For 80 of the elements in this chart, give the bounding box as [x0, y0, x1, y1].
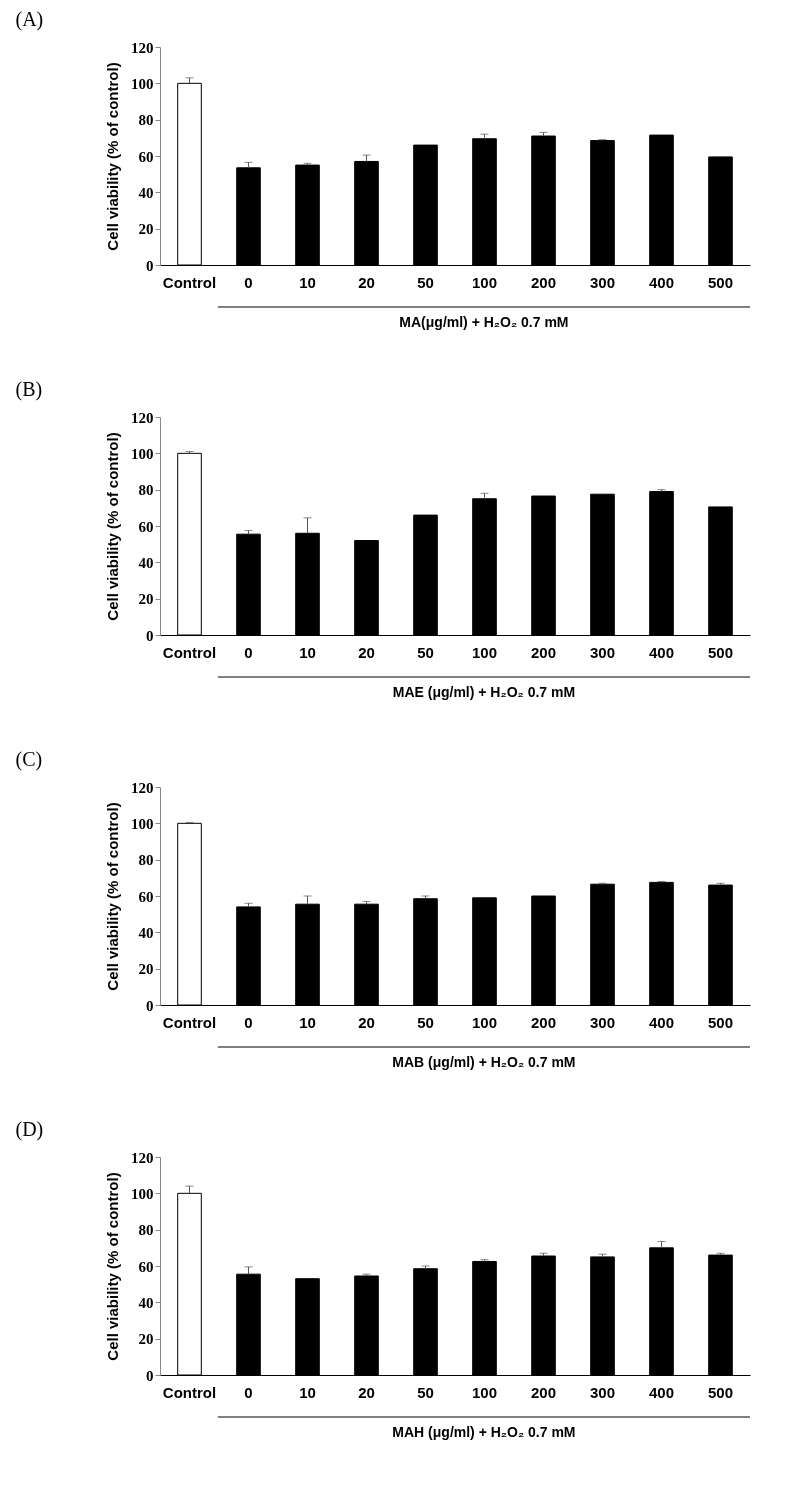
x-tick-label: 10: [299, 273, 316, 291]
y-tick-label: 120: [131, 1149, 154, 1166]
chart-title: (D): [15, 1118, 44, 1141]
x-tick-label: 300: [589, 1383, 616, 1401]
x-tick-label: 300: [589, 273, 616, 291]
y-tick-label: 100: [131, 815, 154, 832]
y-tick-label: 80: [138, 1222, 154, 1239]
y-tick-label: 120: [131, 779, 154, 796]
y-tick-label: 100: [131, 1185, 154, 1202]
y-axis-title: Cell viability (% of control): [104, 432, 121, 621]
x-tick-label: 10: [299, 643, 316, 661]
x-tick-label: 0: [244, 1013, 253, 1031]
x-tick-label: 200: [530, 643, 557, 661]
y-tick-label: 60: [138, 888, 154, 905]
y-tick-label: 40: [138, 184, 154, 201]
chart-title: (B): [15, 378, 43, 401]
y-tick-label: 120: [131, 39, 154, 56]
y-tick-label: 40: [138, 1294, 154, 1311]
x-tick-label: 100: [471, 1383, 498, 1401]
x-tick-label: 20: [358, 1383, 375, 1401]
x-tick-label: 50: [417, 273, 434, 291]
x-axis-title: MAH (μg/ml) + H₂O₂ 0.7 mM: [392, 1424, 576, 1440]
x-tick-label: 500: [707, 643, 734, 661]
x-tick-label: 0: [244, 273, 253, 291]
y-tick-label: 0: [146, 627, 154, 644]
y-tick-label: 60: [138, 518, 154, 535]
y-tick-label: 40: [138, 924, 154, 941]
x-tick-label: Control: [162, 1013, 217, 1031]
y-tick-label: 100: [131, 445, 154, 462]
y-tick-label: 20: [138, 591, 154, 608]
y-tick-label: 20: [138, 1331, 154, 1348]
y-tick-label: 100: [131, 75, 154, 92]
y-axis-title: Cell viability (% of control): [104, 62, 121, 251]
y-tick-label: 20: [138, 221, 154, 238]
y-tick-label: 80: [138, 852, 154, 869]
y-tick-label: 60: [138, 1258, 154, 1275]
y-tick-label: 0: [146, 997, 154, 1014]
x-tick-label: 20: [358, 643, 375, 661]
x-tick-label: 0: [244, 643, 253, 661]
x-tick-label: 300: [589, 643, 616, 661]
y-tick-label: 60: [138, 148, 154, 165]
y-tick-label: 40: [138, 554, 154, 571]
x-axis-title: MAE (μg/ml) + H₂O₂ 0.7 mM: [392, 684, 576, 700]
x-tick-label: 200: [530, 1013, 557, 1031]
x-tick-label: 300: [589, 1013, 616, 1031]
y-tick-label: 0: [146, 257, 154, 274]
y-tick-label: 20: [138, 961, 154, 978]
x-tick-label: Control: [162, 273, 217, 291]
x-tick-label: Control: [162, 643, 217, 661]
x-tick-label: 50: [417, 643, 434, 661]
x-tick-label: 100: [471, 643, 498, 661]
chart-title: (C): [15, 748, 43, 771]
x-tick-label: 10: [299, 1013, 316, 1031]
x-tick-label: 100: [471, 1013, 498, 1031]
y-tick-label: 80: [138, 112, 154, 129]
y-tick-label: 120: [131, 409, 154, 426]
chart-title: (A): [15, 8, 44, 31]
x-tick-label: 400: [648, 1383, 675, 1401]
y-axis-title: Cell viability (% of control): [104, 1172, 121, 1361]
x-tick-label: 20: [358, 273, 375, 291]
x-tick-label: 100: [471, 273, 498, 291]
x-tick-label: 400: [648, 643, 675, 661]
y-axis-title: Cell viability (% of control): [104, 802, 121, 991]
x-tick-label: 20: [358, 1013, 375, 1031]
x-tick-label: 500: [707, 1383, 734, 1401]
x-axis-title: MA(μg/ml) + H₂O₂ 0.7 mM: [399, 314, 569, 330]
x-tick-label: 500: [707, 273, 734, 291]
x-tick-label: 10: [299, 1383, 316, 1401]
x-tick-label: 500: [707, 1013, 734, 1031]
y-tick-label: 0: [146, 1367, 154, 1384]
x-tick-label: 400: [648, 1013, 675, 1031]
x-tick-label: 0: [244, 1383, 253, 1401]
x-tick-label: 50: [417, 1013, 434, 1031]
y-tick-label: 80: [138, 482, 154, 499]
x-axis-title: MAB (μg/ml) + H₂O₂ 0.7 mM: [392, 1054, 576, 1070]
x-tick-label: 200: [530, 273, 557, 291]
x-tick-label: Control: [162, 1383, 217, 1401]
x-tick-label: 200: [530, 1383, 557, 1401]
x-tick-label: 400: [648, 273, 675, 291]
x-tick-label: 50: [417, 1383, 434, 1401]
